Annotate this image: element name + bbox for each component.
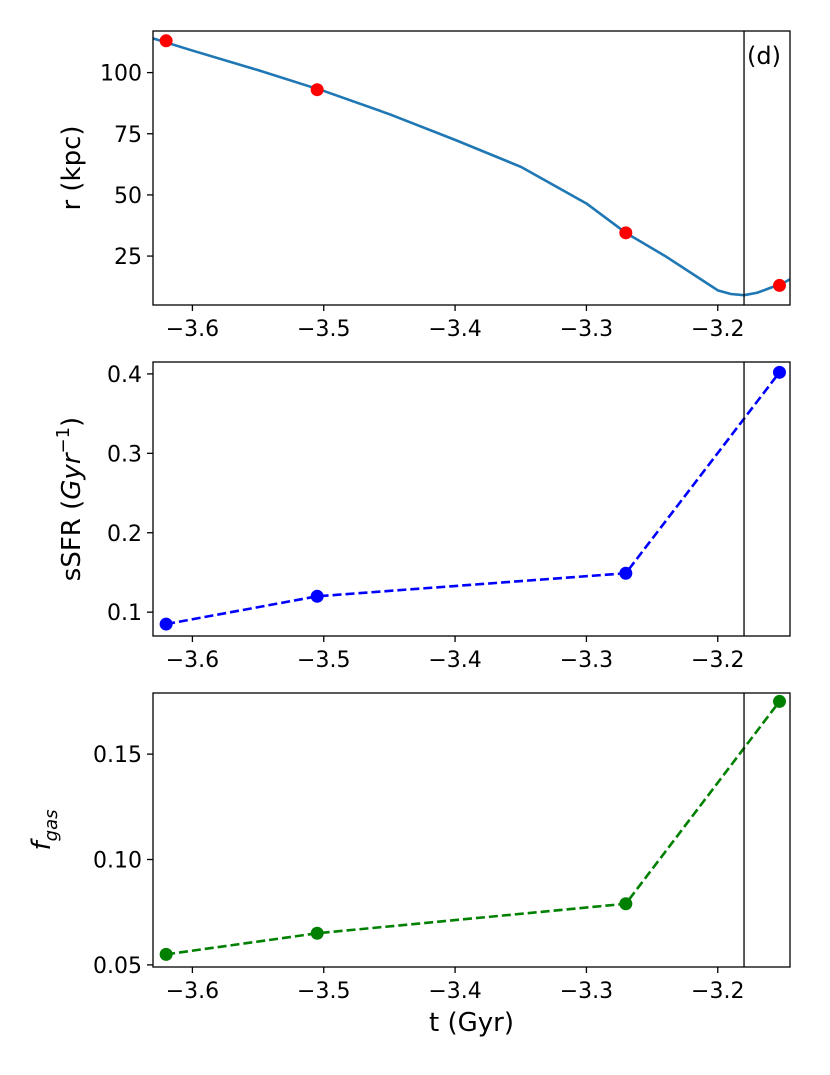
y-axis-label: fgas <box>27 810 62 851</box>
y-axis-label-superscript: −1 <box>53 427 74 454</box>
data-point <box>159 947 173 961</box>
y-axis-label: sSFR (Gyr−1) <box>53 417 87 581</box>
panel-fgas: −3.6 −3.5 −3.4 −3.3 −3.2 0.05 0.10 0.15 fgas t (G… <box>27 692 791 1038</box>
y-tick-label: 0.4 <box>107 363 142 388</box>
y-axis-label-close: ) <box>57 417 87 427</box>
data-point <box>772 365 786 379</box>
x-tick-label: −3.6 <box>166 648 219 673</box>
y-axis-label-unit: Gyr <box>57 451 87 500</box>
data-point <box>310 589 324 603</box>
y-tick-label: 0.05 <box>93 954 142 979</box>
axes-frame <box>152 361 791 637</box>
plot-area <box>159 694 786 961</box>
y-tick-label: 0.2 <box>107 522 142 547</box>
series-line <box>165 700 781 956</box>
data-point <box>619 226 633 240</box>
data-point <box>310 926 324 940</box>
x-tick-label: −3.5 <box>297 317 350 342</box>
data-point <box>310 83 324 97</box>
y-tick-label: 50 <box>114 184 142 209</box>
x-tick-label: −3.5 <box>297 648 350 673</box>
plot-area <box>159 365 786 631</box>
plot-area <box>153 34 790 297</box>
y-tick-label: 0.15 <box>93 743 142 768</box>
data-point <box>619 897 633 911</box>
axes-frame <box>152 30 791 306</box>
panel-ssfr: −3.6 −3.5 −3.4 −3.3 −3.2 0.1 0.2 0.3 0.4 sSFR (Gy… <box>53 361 791 673</box>
data-point <box>159 617 173 631</box>
x-tick-label: −3.4 <box>428 317 481 342</box>
y-axis-label: r (kpc) <box>57 125 87 210</box>
data-point <box>159 34 173 48</box>
x-tick-label: −3.6 <box>166 979 219 1004</box>
data-point <box>619 566 633 580</box>
y-axis-label-main: sSFR ( <box>57 500 87 581</box>
x-axis-label: t (Gyr) <box>429 1008 514 1038</box>
y-tick-label: 0.3 <box>107 442 142 467</box>
y-tick-label: 75 <box>114 123 142 148</box>
y-tick-label: 100 <box>100 62 142 87</box>
x-tick-label: −3.5 <box>297 979 350 1004</box>
x-tick-label: −3.3 <box>560 317 613 342</box>
x-tick-label: −3.2 <box>691 317 744 342</box>
data-point <box>772 278 786 292</box>
panel-annotation: (d) <box>747 42 781 70</box>
x-tick-label: −3.3 <box>560 648 613 673</box>
x-tick-label: −3.2 <box>691 648 744 673</box>
y-tick-label: 0.1 <box>107 601 142 626</box>
x-tick-label: −3.4 <box>428 979 481 1004</box>
x-tick-label: −3.3 <box>560 979 613 1004</box>
y-tick-label: 25 <box>114 245 142 270</box>
axes-frame <box>152 692 791 968</box>
series-line <box>165 371 781 626</box>
y-axis-label-subscript: gas <box>41 810 62 842</box>
series-line <box>153 37 790 297</box>
x-tick-label: −3.4 <box>428 648 481 673</box>
panel-r: −3.6 −3.5 −3.4 −3.3 −3.2 25 50 75 100 r (kpc) (d) <box>57 30 791 342</box>
x-tick-label: −3.2 <box>691 979 744 1004</box>
data-point <box>772 694 786 708</box>
x-tick-label: −3.6 <box>166 317 219 342</box>
y-tick-label: 0.10 <box>93 849 142 874</box>
